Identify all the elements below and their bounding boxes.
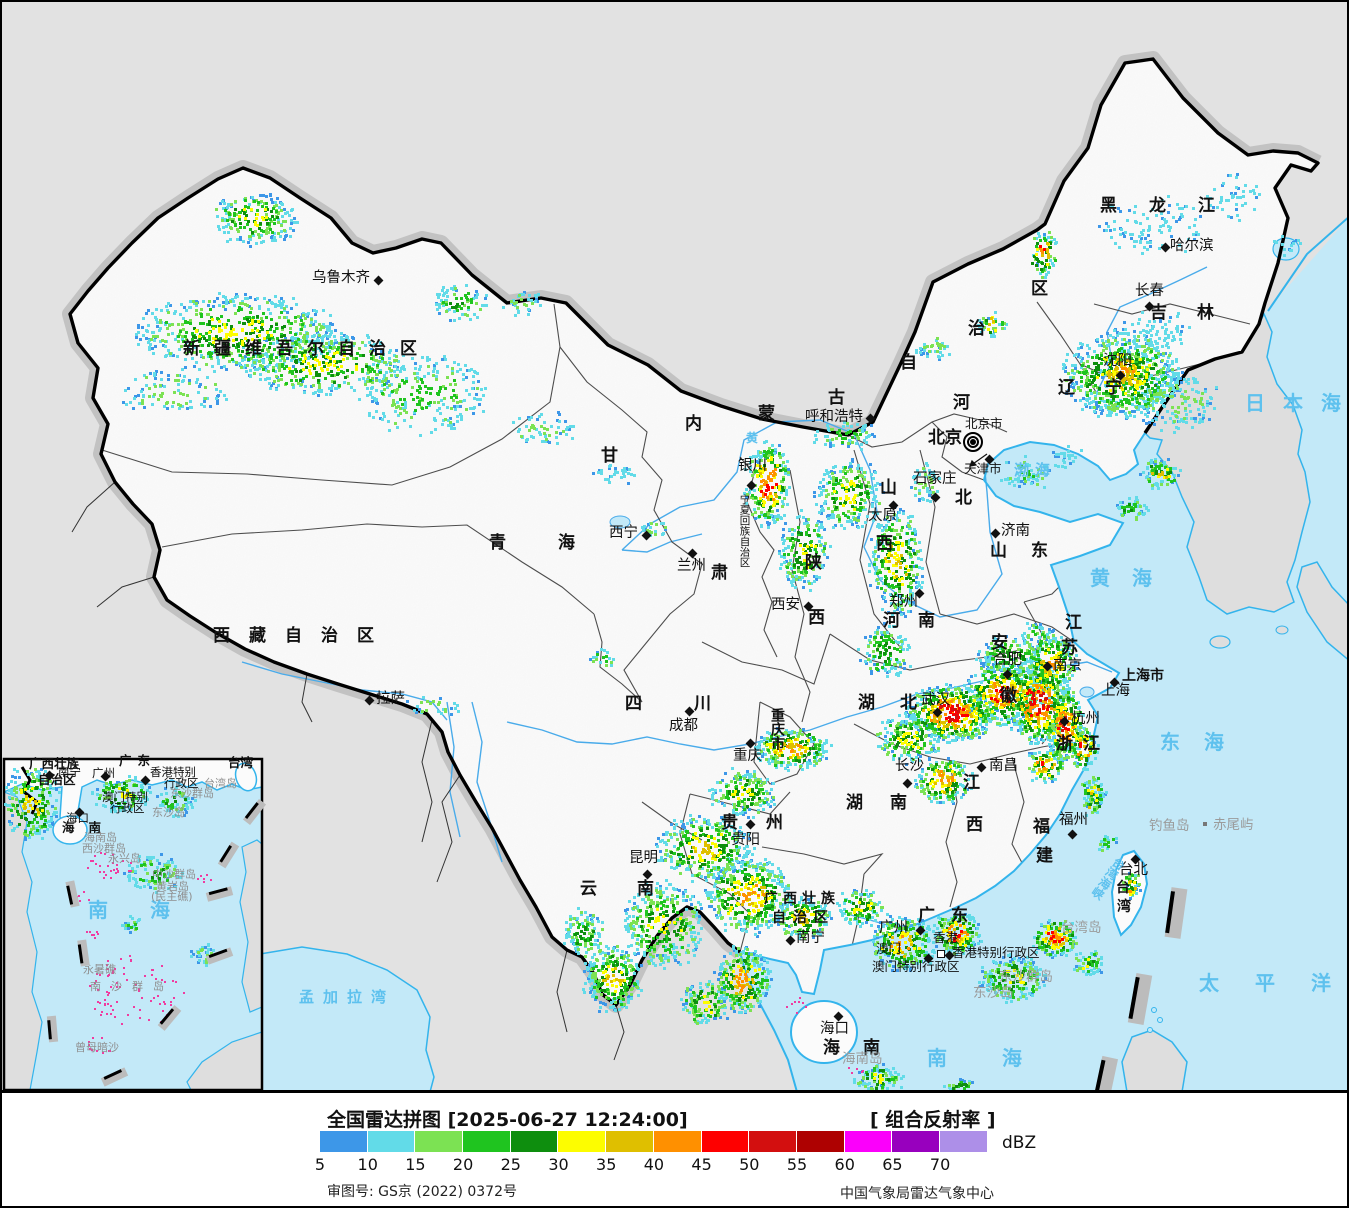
dbz-tick: 25	[500, 1155, 521, 1174]
colorbar-step	[939, 1131, 987, 1152]
hainan-island	[790, 1000, 858, 1064]
map-canvas	[2, 2, 1347, 1090]
dbz-tick: 30	[548, 1155, 569, 1174]
colorbar-step	[558, 1131, 606, 1152]
dbz-tick-labels: 5 10 15 20 25 30 35 40 45 50 55 60 65 70	[2, 1155, 1347, 1175]
dbz-unit-label: dBZ	[1002, 1133, 1037, 1153]
dbz-tick: 55	[786, 1155, 808, 1174]
dbz-tick: 15	[405, 1155, 426, 1174]
colorbar-step	[749, 1131, 796, 1152]
dbz-tick: 35	[596, 1155, 617, 1174]
colorbar-step	[463, 1131, 510, 1152]
dbz-tick: 50	[739, 1155, 760, 1174]
dbz-tick: 40	[643, 1155, 665, 1174]
colorbar-step	[701, 1131, 749, 1152]
colorbar-step	[510, 1131, 558, 1152]
map-title: 全国雷达拼图 [2025-06-27 12:24:00]	[327, 1109, 688, 1131]
colorbar-step	[892, 1131, 939, 1152]
map-review-number: 审图号: GS京 (2022) 0372号	[327, 1184, 517, 1200]
legend-panel: 全国雷达拼图 [2025-06-27 12:24:00] [ 组合反射率 ] d…	[2, 1093, 1347, 1206]
colorbar-step	[367, 1131, 415, 1152]
taihu-lake	[1079, 686, 1095, 698]
dbz-tick: 70	[929, 1155, 951, 1174]
sea-bengal	[257, 946, 435, 1090]
colorbar-step	[606, 1131, 653, 1152]
colorbar-step	[796, 1131, 844, 1152]
radar-echo-layer	[4, 173, 1302, 1090]
source-credit: 中国气象局雷达气象中心	[840, 1186, 994, 1202]
dbz-colorbar	[320, 1131, 988, 1152]
dbz-tick: 45	[691, 1155, 712, 1174]
dbz-tick: 5	[314, 1155, 326, 1174]
china-radar-map: 黑龙江 吉林 辽宁内蒙古自治区新疆维吾尔自治区 西藏自治区 青海甘肃陕西山西河北山东 河南…	[2, 2, 1347, 1093]
product-label: [ 组合反射率 ]	[870, 1109, 996, 1131]
national-border	[68, 57, 1320, 1007]
tianjin-arrow	[969, 453, 988, 467]
colorbar-step	[320, 1131, 367, 1152]
colorbar-step	[844, 1131, 892, 1152]
dbz-tick: 10	[357, 1155, 378, 1174]
dbz-tick: 20	[452, 1155, 474, 1174]
dbz-tick: 65	[882, 1155, 903, 1174]
dbz-tick: 60	[834, 1155, 855, 1174]
colorbar-step	[415, 1131, 463, 1152]
russia-coast	[1267, 217, 1347, 312]
foreign-borders	[71, 481, 625, 1061]
korea-japan-land	[1121, 237, 1347, 1090]
colorbar-step	[653, 1131, 701, 1152]
qinghai-lake	[609, 515, 631, 529]
